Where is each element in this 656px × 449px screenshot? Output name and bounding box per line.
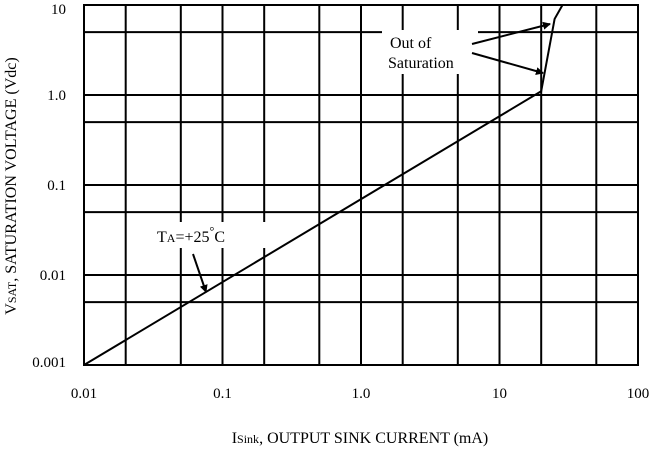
grid [83,4,639,366]
y-tick-label: 0.01 [40,268,66,284]
series-layer [83,4,564,366]
saturation-annotation-bg [382,30,478,74]
x-tick-label: 10 [492,386,507,402]
plot-frame [83,4,639,366]
x-tick-label: 1.0 [352,386,371,402]
y-tick-label: 0.1 [47,178,66,194]
x-tick-label: 100 [627,386,650,402]
saturation-voltage-curve [83,4,564,366]
tick-labels: 0.01 0.1 1.0 10 100 0.001 0.01 0.1 1.0 10 [32,2,649,402]
saturation-annotation-line1: Out of [390,35,432,52]
x-axis-title: ISink, OUTPUT SINK CURRENT (mA) [232,430,489,447]
y-tick-label: 0.001 [32,355,66,371]
saturation-arrow-upper [471,21,551,45]
y-tick-label: 10 [51,2,66,18]
x-tick-label: 0.01 [71,386,97,402]
temp-annotation-arrow [192,253,208,293]
y-axis-title: VSAT, SATURATION VOLTAGE (Vdc) [3,57,20,314]
saturation-arrow-lower [471,52,544,75]
y-tick-label: 1.0 [47,88,66,104]
x-tick-label: 0.1 [213,386,232,402]
saturation-annotation-line2: Saturation [388,55,454,72]
temp-annotation-bg [150,222,274,248]
temp-annotation: TA=+25°C [157,224,225,246]
